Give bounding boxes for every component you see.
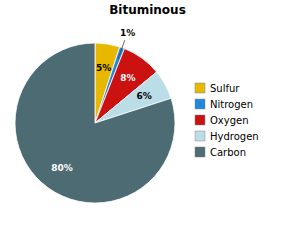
leader-line — [118, 40, 125, 59]
slice — [15, 43, 175, 203]
title: Bituminous — [109, 3, 186, 17]
legend-swatch — [195, 83, 205, 93]
data-label: 6% — [136, 91, 151, 101]
legend-item: Nitrogen — [195, 99, 253, 110]
legend: Sulfur Nitrogen Oxygen Hydrogen Carbon — [195, 83, 259, 158]
legend-label: Oxygen — [210, 115, 249, 126]
data-label: 1% — [120, 28, 135, 38]
data-label: 80% — [51, 163, 73, 173]
chart: Bituminous 5% 1% 8%6% 80% Sulfur Nitrogen Oxyge… — [0, 0, 295, 225]
legend-swatch — [195, 131, 205, 141]
data-label: 8% — [120, 73, 135, 83]
legend-item: Hydrogen — [195, 131, 259, 142]
legend-swatch — [195, 147, 205, 157]
data-labels: 5% 1% 8%6% 80% — [51, 28, 151, 174]
legend-item: Oxygen — [195, 115, 249, 126]
legend-item: Carbon — [195, 147, 246, 158]
legend-swatch — [195, 115, 205, 125]
legend-label: Carbon — [210, 147, 246, 158]
legend-label: Hydrogen — [210, 131, 259, 142]
pie — [15, 43, 175, 203]
data-label: 5% — [96, 63, 111, 73]
legend-label: Nitrogen — [210, 99, 253, 110]
legend-item: Sulfur — [195, 83, 240, 94]
legend-swatch — [195, 99, 205, 109]
legend-label: Sulfur — [210, 83, 240, 94]
